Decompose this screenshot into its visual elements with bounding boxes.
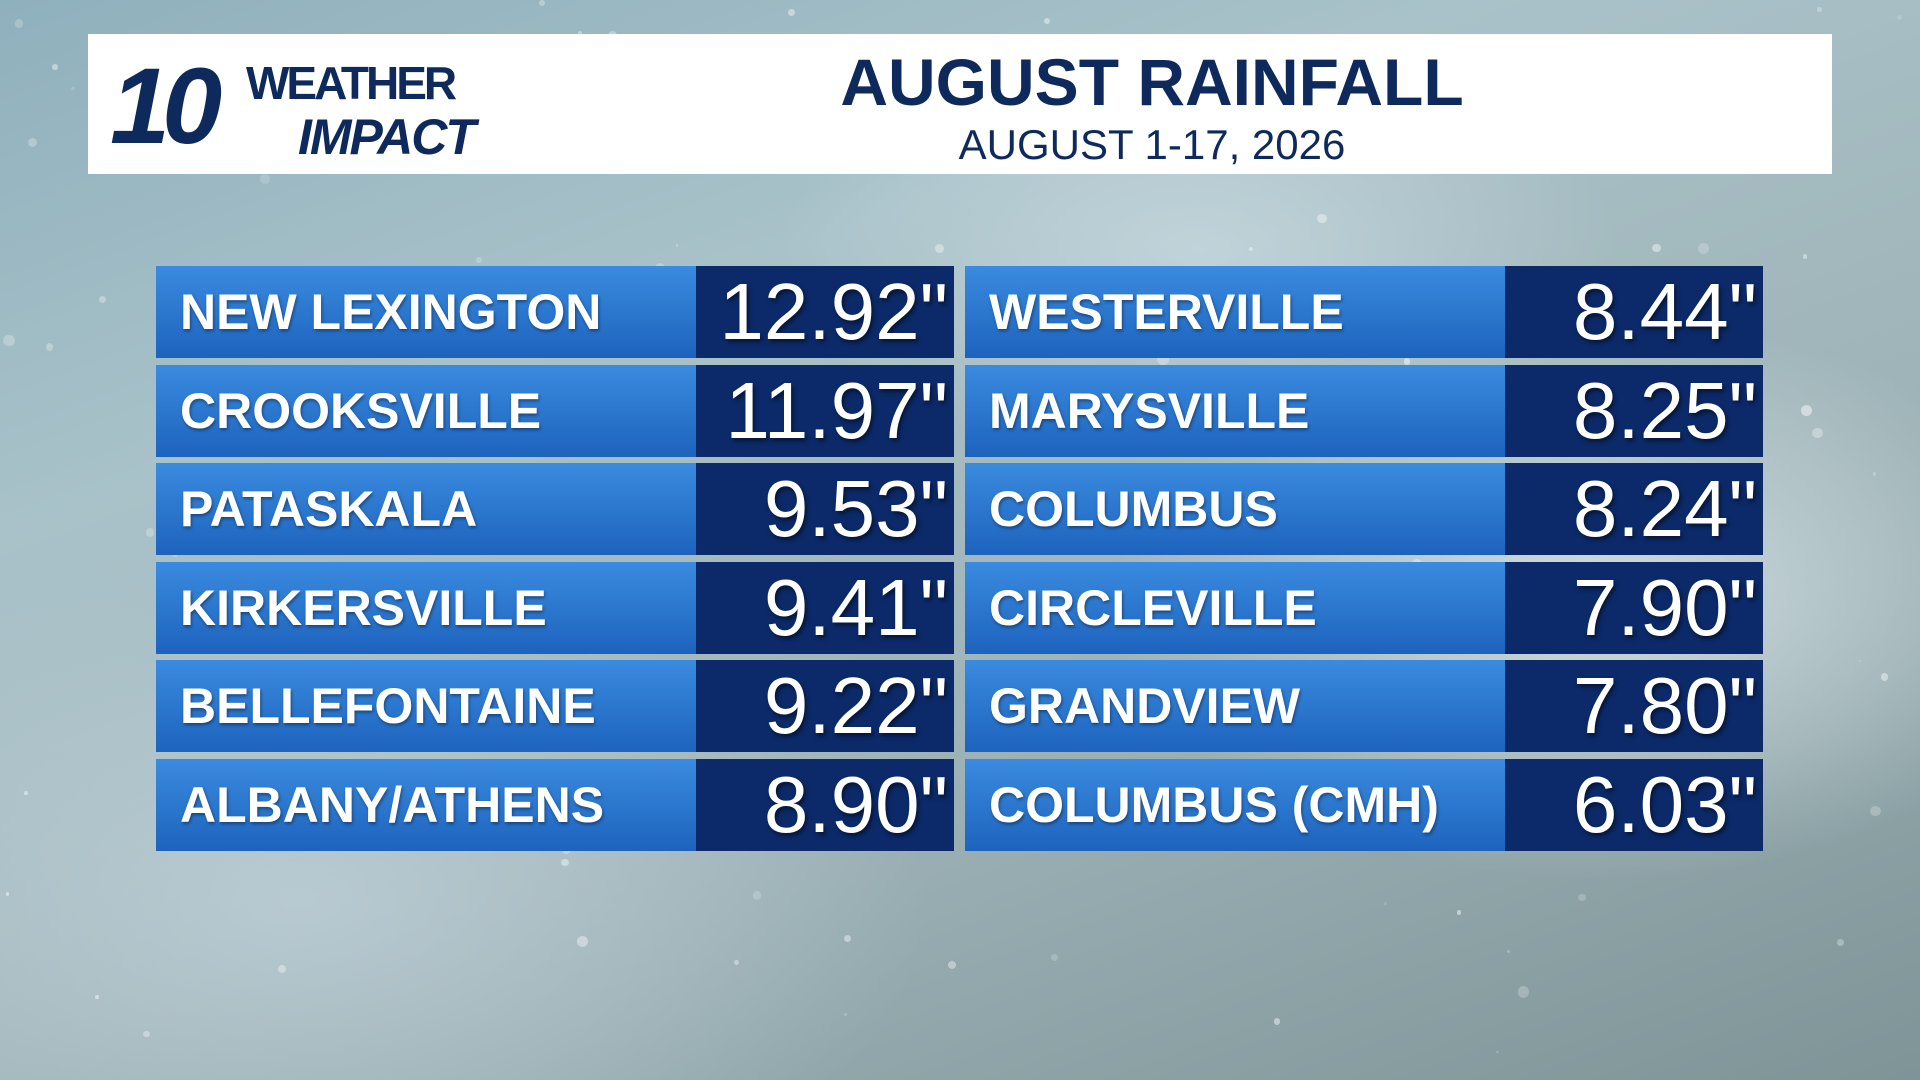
rain-drop: [588, 652, 591, 655]
rainfall: 8.90": [696, 758, 954, 851]
rain-drop: [753, 891, 762, 900]
rain-drop: [145, 528, 155, 538]
rain-drop: [561, 858, 569, 867]
rain-drop: [787, 8, 795, 16]
rain-drop: [844, 1013, 848, 1017]
location: NEW LEXINGTON: [156, 266, 696, 358]
rain-drop: [1403, 358, 1411, 365]
location: CROOKSVILLE: [156, 364, 696, 457]
header: 10 WEATHER IMPACT AUGUST RAINFALL AUGUST…: [88, 34, 1832, 174]
location: COLUMBUS: [965, 463, 1505, 555]
location: PATASKALA: [156, 463, 696, 555]
rain-drop: [1496, 1050, 1499, 1054]
rain-drop: [259, 174, 270, 185]
rain-drop: [143, 1031, 150, 1038]
rain-drop: [1817, 7, 1822, 13]
table-row: COLUMBUS (CMH) 6.03": [965, 758, 1763, 851]
rain-drop: [1507, 950, 1511, 954]
rainfall: 8.44": [1505, 266, 1763, 358]
logo-number: 10: [110, 45, 222, 166]
table-row: NEW LEXINGTON 12.92": [156, 266, 954, 358]
rainfall: 9.41": [696, 561, 954, 654]
rain-drop: [576, 935, 589, 948]
rain-drop: [1801, 405, 1813, 417]
rain-drop: [1517, 986, 1530, 999]
rain-drop: [1859, 659, 1862, 662]
rainfall: 7.80": [1505, 660, 1763, 752]
rain-drop: [1044, 17, 1051, 25]
rain-drop: [27, 137, 37, 147]
rainfall: 11.97": [696, 364, 954, 457]
rain-drop: [1051, 954, 1058, 961]
table-row: CROOKSVILLE 11.97": [156, 364, 954, 457]
rain-drop: [1316, 213, 1327, 224]
rain-drop: [1578, 893, 1586, 902]
rain-drop: [52, 64, 58, 70]
rainfall: 9.53": [696, 463, 954, 555]
rain-drop: [5, 892, 10, 896]
rain-drop: [1880, 673, 1889, 681]
subtitle: AUGUST 1-17, 2026: [958, 121, 1346, 168]
location: GRANDVIEW: [965, 660, 1505, 752]
rain-drop: [98, 296, 106, 304]
rainfall: 9.22": [696, 660, 954, 752]
rain-drop: [577, 31, 582, 36]
location: ALBANY/ATHENS: [156, 758, 696, 851]
location: KIRKERSVILLE: [156, 561, 696, 654]
table-row: PATASKALA 9.53": [156, 463, 954, 555]
rain-drop: [1384, 902, 1388, 906]
rain-drop: [95, 995, 99, 1000]
rainfall: 8.25": [1505, 364, 1763, 457]
rain-drop: [71, 86, 75, 91]
rain-drop: [1274, 1018, 1281, 1025]
table-row: CIRCLEVILLE 7.90": [965, 561, 1763, 654]
rain-drop: [1652, 243, 1661, 253]
rain-drop: [476, 257, 482, 263]
rain-drop: [278, 964, 287, 973]
table-row: MARYSVILLE 8.25": [965, 364, 1763, 457]
rain-drop: [947, 960, 957, 970]
table-row: BELLEFONTAINE 9.22": [156, 660, 954, 752]
logo-line: IMPACT: [298, 109, 476, 165]
rain-drop: [539, 0, 546, 6]
rain-drop: [1872, 472, 1877, 477]
table-row: GRANDVIEW 7.80": [965, 660, 1763, 752]
rain-drop: [733, 960, 739, 966]
rain-drop: [14, 19, 24, 28]
rain-drop: [45, 343, 54, 351]
location: WESTERVILLE: [965, 266, 1505, 358]
location: COLUMBUS (CMH): [965, 758, 1505, 851]
title: AUGUST RAINFALL: [840, 45, 1464, 119]
table-row: ALBANY/ATHENS 8.90": [156, 758, 954, 851]
rain-drop: [843, 935, 851, 943]
table-row: KIRKERSVILLE 9.41": [156, 561, 954, 654]
rain-drop: [3, 334, 15, 347]
location: MARYSVILLE: [965, 364, 1505, 457]
table-row: WESTERVILLE 8.44": [965, 266, 1763, 358]
location: BELLEFONTAINE: [156, 660, 696, 752]
rain-drop: [675, 244, 679, 247]
logo-line: WEATHER: [246, 57, 457, 109]
rain-drop: [1837, 939, 1844, 946]
rain-drop: [934, 243, 945, 254]
rainfall: 12.92": [696, 266, 954, 358]
rain-drop: [24, 791, 28, 795]
rain-drop: [1812, 427, 1823, 439]
rainfall: 7.90": [1505, 561, 1763, 654]
rain-drop: [1697, 242, 1710, 255]
rain-drop: [1897, 15, 1903, 20]
rainfall: 6.03": [1505, 758, 1763, 851]
rain-drop: [1870, 805, 1881, 817]
table-row: COLUMBUS 8.24": [965, 463, 1763, 555]
rain-drop: [1456, 909, 1462, 915]
rain-drop: [1157, 353, 1170, 366]
rain-drop: [1249, 246, 1254, 251]
rainfall: 8.24": [1505, 463, 1763, 555]
rain-drop: [1802, 254, 1807, 259]
location: CIRCLEVILLE: [965, 561, 1505, 654]
